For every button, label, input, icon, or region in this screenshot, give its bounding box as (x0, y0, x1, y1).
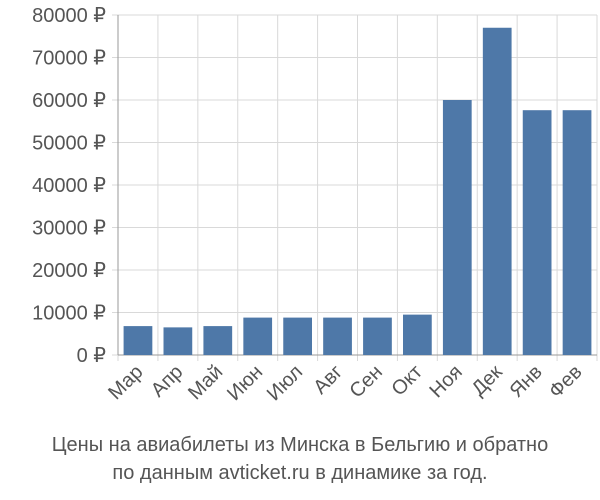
y-tick-label: 60000 ₽ (32, 90, 106, 112)
x-tick-label: Янв (506, 361, 547, 402)
bar-8 (403, 314, 432, 355)
chart-caption-line-1: Цены на авиабилеты из Минска в Бельгию и… (51, 434, 549, 456)
bars (123, 27, 592, 355)
bar-9 (442, 100, 472, 355)
chart-caption-line-2: по данным avticket.ru в динамике за год. (112, 462, 488, 484)
x-tick-label: Мар (104, 361, 147, 404)
y-tick-label: 10000 ₽ (32, 303, 106, 325)
x-tick-label: Дек (468, 361, 507, 400)
x-tick-label: Фев (545, 361, 587, 403)
bar-3 (203, 326, 233, 355)
bar-6 (323, 317, 352, 355)
x-tick-label: Ноя (426, 361, 467, 402)
y-tick-label: 50000 ₽ (32, 133, 106, 155)
bar-1 (123, 326, 153, 355)
x-tick-label: Июн (223, 361, 267, 405)
x-tick-label: Апр (147, 361, 188, 402)
bar-2 (163, 327, 193, 355)
y-tick-label: 20000 ₽ (32, 260, 106, 282)
bar-12 (562, 110, 592, 355)
grid-lines (112, 14, 598, 361)
y-tick-label: 40000 ₽ (32, 175, 106, 197)
bar-7 (363, 317, 392, 355)
y-tick-label: 70000 ₽ (32, 48, 106, 70)
bar-11 (522, 110, 552, 355)
x-tick-label: Июл (263, 361, 307, 405)
y-tick-label: 30000 ₽ (32, 218, 106, 240)
x-tick-label: Авг (309, 361, 347, 399)
y-tick-label: 0 ₽ (77, 345, 107, 367)
x-tick-label: Окт (388, 361, 427, 400)
bar-10 (482, 27, 512, 355)
bar-4 (243, 317, 273, 355)
y-axis-tick-labels: 0 ₽ 10000 ₽ 20000 ₽ 30000 ₽ 40000 ₽ 50000 ₽ 60… (32, 5, 106, 367)
x-tick-label: Сен (346, 361, 387, 402)
bar-5 (283, 317, 312, 355)
x-tick-label: Май (184, 361, 227, 404)
y-tick-label: 80000 ₽ (32, 5, 106, 27)
